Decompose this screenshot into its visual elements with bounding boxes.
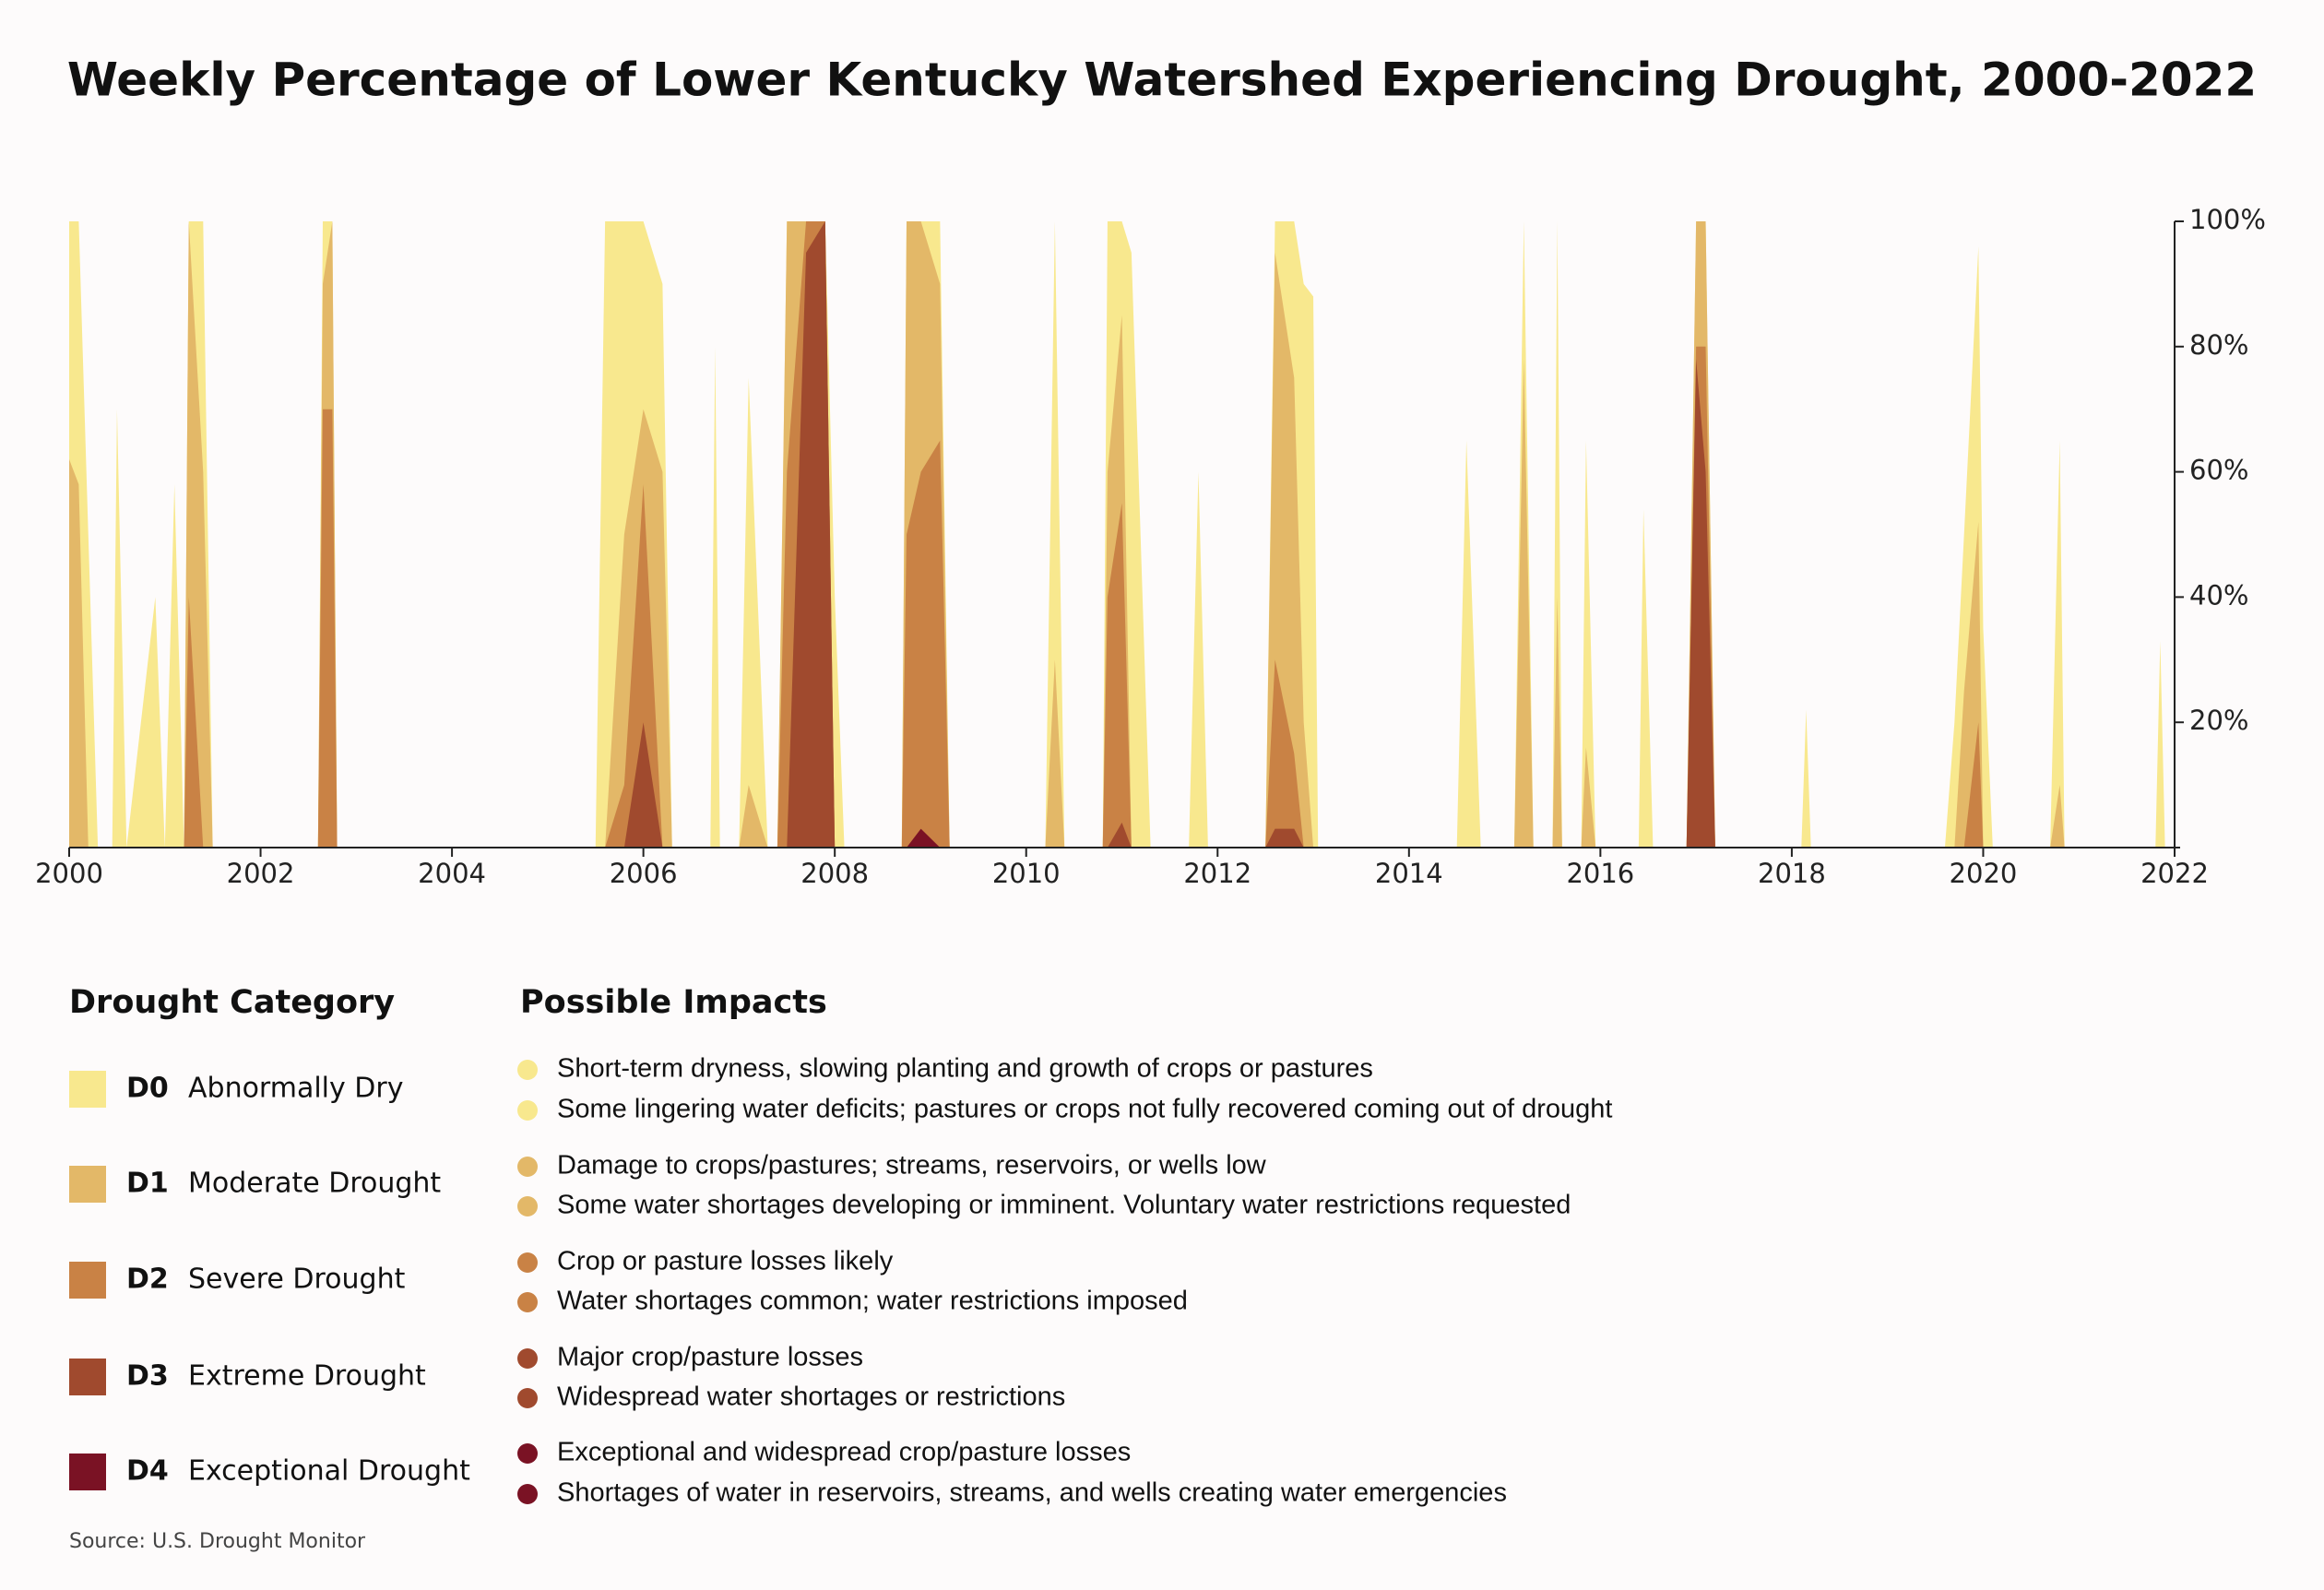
legend-swatch <box>69 1454 106 1490</box>
impact-bullet <box>517 1100 538 1121</box>
x-tick-label: 2000 <box>35 858 103 889</box>
legend-label: Exceptional Drought <box>188 1455 470 1488</box>
impact-text: Some lingering water deficits; pastures … <box>557 1095 1612 1124</box>
impact-bullet <box>517 1060 538 1080</box>
y-tick-label: 20% <box>2189 705 2248 736</box>
x-tick-label: 2006 <box>610 858 678 889</box>
x-tick-label: 2010 <box>992 858 1061 889</box>
impact-text: Widespread water shortages or restrictio… <box>557 1382 1065 1412</box>
impact-bullet <box>517 1484 538 1504</box>
impact-text: Some water shortages developing or immin… <box>557 1191 1571 1220</box>
legend-code: D3 <box>126 1360 169 1393</box>
impact-text: Exceptional and widespread crop/pasture … <box>557 1438 1131 1467</box>
chart-title: Weekly Percentage of Lower Kentucky Wate… <box>67 53 2257 107</box>
x-tick-label: 2008 <box>800 858 869 889</box>
impact-bullet <box>517 1252 538 1273</box>
y-tick-label: 40% <box>2189 579 2248 611</box>
x-tick-label: 2014 <box>1375 858 1443 889</box>
y-tick-label: 80% <box>2189 329 2248 361</box>
legend-swatch <box>69 1166 106 1203</box>
legend-label: Moderate Drought <box>188 1168 441 1200</box>
impact-bullet <box>517 1348 538 1369</box>
legend-code: D2 <box>126 1264 169 1296</box>
legend-label: Severe Drought <box>188 1264 406 1296</box>
y-tick-label: 100% <box>2189 204 2266 235</box>
legend-swatch <box>69 1262 106 1299</box>
x-tick-label: 2016 <box>1566 858 1634 889</box>
impact-bullet <box>517 1388 538 1408</box>
legend-label: Extreme Drought <box>188 1360 426 1393</box>
x-tick-label: 2020 <box>1950 858 2018 889</box>
impact-text: Crop or pasture losses likely <box>557 1247 894 1276</box>
impact-text: Damage to crops/pastures; streams, reser… <box>557 1151 1267 1181</box>
impact-text: Short-term dryness, slowing planting and… <box>557 1054 1373 1084</box>
y-tick-label: 60% <box>2189 455 2248 486</box>
legend-title: Drought Category <box>69 984 395 1021</box>
legend-label: Abnormally Dry <box>188 1073 404 1105</box>
x-tick-label: 2018 <box>1758 858 1826 889</box>
impacts-title: Possible Impacts <box>520 984 827 1021</box>
impact-text: Major crop/pasture losses <box>557 1343 863 1372</box>
impact-bullet <box>517 1292 538 1312</box>
legend-code: D4 <box>126 1455 169 1488</box>
source: Source: U.S. Drought Monitor <box>69 1530 366 1553</box>
impact-text: Water shortages common; water restrictio… <box>557 1287 1188 1316</box>
drought-area <box>69 221 2175 848</box>
x-tick-label: 2022 <box>2140 858 2209 889</box>
impact-bullet <box>517 1196 538 1216</box>
x-tick-label: 2004 <box>418 858 486 889</box>
legend-swatch <box>69 1071 106 1108</box>
legend-code: D1 <box>126 1168 169 1200</box>
impact-bullet <box>517 1443 538 1464</box>
impact-text: Shortages of water in reservoirs, stream… <box>557 1478 1507 1508</box>
x-tick-label: 2012 <box>1183 858 1251 889</box>
legend-code: D0 <box>126 1073 169 1105</box>
impact-bullet <box>517 1157 538 1177</box>
x-tick-label: 2002 <box>227 858 295 889</box>
legend-swatch <box>69 1359 106 1395</box>
